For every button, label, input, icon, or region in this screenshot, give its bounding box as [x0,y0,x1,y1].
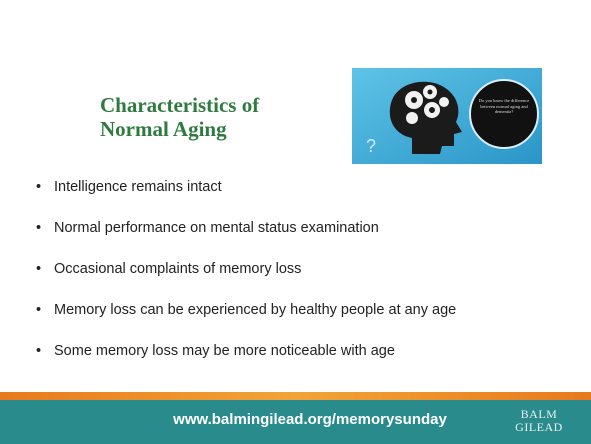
footer: www.balmingilead.org/memorysunday BALM G… [0,400,591,444]
title-line: Characteristics of [100,93,320,117]
slide: Characteristics of Normal Aging Do you k… [0,0,591,444]
title-line: Normal Aging [100,117,320,141]
illustration: Do you know the difference between norma… [352,68,542,164]
bullet: Some memory loss may be more noticeable … [36,340,456,381]
footer-url: www.balmingilead.org/memorysunday [150,411,470,428]
bullet: Normal performance on mental status exam… [36,217,456,258]
logo: BALM GILEAD [508,408,570,434]
bullet-list: Intelligence remains intact Normal perfo… [36,176,456,381]
bullet: Memory loss can be experienced by health… [36,299,456,340]
page: {"slide": { "title": ["Characteristics o… [0,0,591,444]
bullet: Occasional complaints of memory loss [36,258,456,299]
image-mark: ? [366,136,376,156]
footer-stripe [0,392,591,400]
bullet: Intelligence remains intact [36,176,456,217]
logo-line: GILEAD [508,421,570,434]
slide-title: Characteristics of Normal Aging [100,93,320,141]
image-text: Do you know the difference between norma… [478,98,530,115]
